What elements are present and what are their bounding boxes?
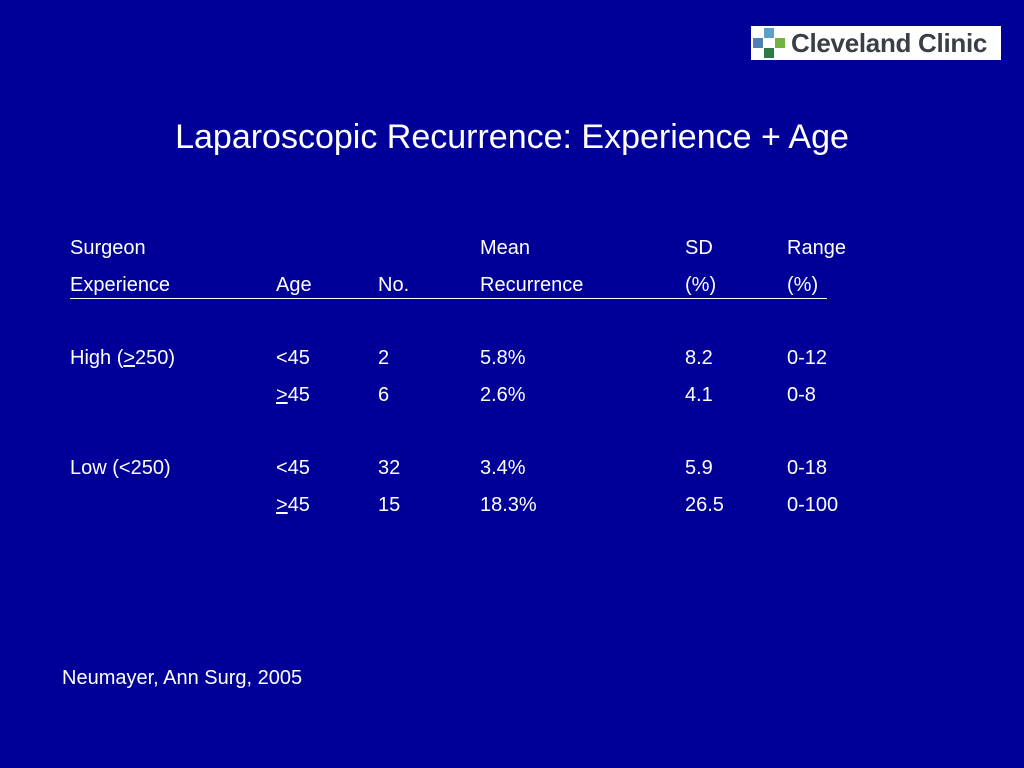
- age-cell: <45: [276, 457, 310, 479]
- cleveland-clinic-cross-icon: [751, 26, 787, 60]
- range-cell: 0-8: [787, 384, 816, 406]
- cleveland-clinic-logo: Cleveland Clinic: [751, 26, 1001, 60]
- range-cell: 0-12: [787, 347, 828, 369]
- header-cell: Mean: [480, 237, 531, 259]
- greater-equal-symbol: >: [276, 494, 288, 516]
- slide-title: Laparoscopic Recurrence: Experience + Ag…: [175, 118, 849, 156]
- header-cell: Surgeon: [70, 237, 146, 259]
- sd-cell: 26.5: [685, 494, 724, 516]
- greater-equal-symbol: >: [123, 347, 136, 369]
- header-cell: (%): [787, 274, 819, 296]
- range-cell: 0-18: [787, 457, 828, 479]
- count-cell: 32: [378, 457, 401, 479]
- experience-cell: High (>250): [70, 347, 176, 369]
- range-cell: 0-100: [787, 494, 839, 516]
- age-cell: >45: [276, 494, 310, 516]
- count-cell: 6: [378, 384, 390, 406]
- mean-cell: 18.3%: [480, 494, 537, 516]
- header-cell: Recurrence: [480, 274, 584, 296]
- mean-cell: 2.6%: [480, 384, 526, 406]
- header-cell: Age: [276, 274, 312, 296]
- age-cell: >45: [276, 384, 310, 406]
- count-cell: 2: [378, 347, 390, 369]
- logo-square-right: [775, 38, 785, 48]
- sd-cell: 5.9: [685, 457, 713, 479]
- header-cell: Range: [787, 237, 846, 259]
- logo-text: Cleveland Clinic: [791, 28, 988, 58]
- sd-cell: 8.2: [685, 347, 713, 369]
- header-cell: (%): [685, 274, 717, 296]
- count-cell: 15: [378, 494, 401, 516]
- logo-square-bottom: [764, 48, 774, 58]
- age-cell: <45: [276, 347, 310, 369]
- experience-cell: Low (<250): [70, 457, 171, 479]
- mean-cell: 5.8%: [480, 347, 526, 369]
- logo-square-left: [753, 38, 763, 48]
- logo-square-top: [764, 28, 774, 38]
- header-cell: SD: [685, 237, 713, 259]
- mean-cell: 3.4%: [480, 457, 526, 479]
- citation: Neumayer, Ann Surg, 2005: [62, 667, 303, 689]
- sd-cell: 4.1: [685, 384, 713, 406]
- header-underline: [70, 298, 827, 299]
- header-cell: Experience: [70, 274, 171, 296]
- greater-equal-symbol: >: [276, 384, 288, 406]
- header-cell: No.: [378, 274, 410, 296]
